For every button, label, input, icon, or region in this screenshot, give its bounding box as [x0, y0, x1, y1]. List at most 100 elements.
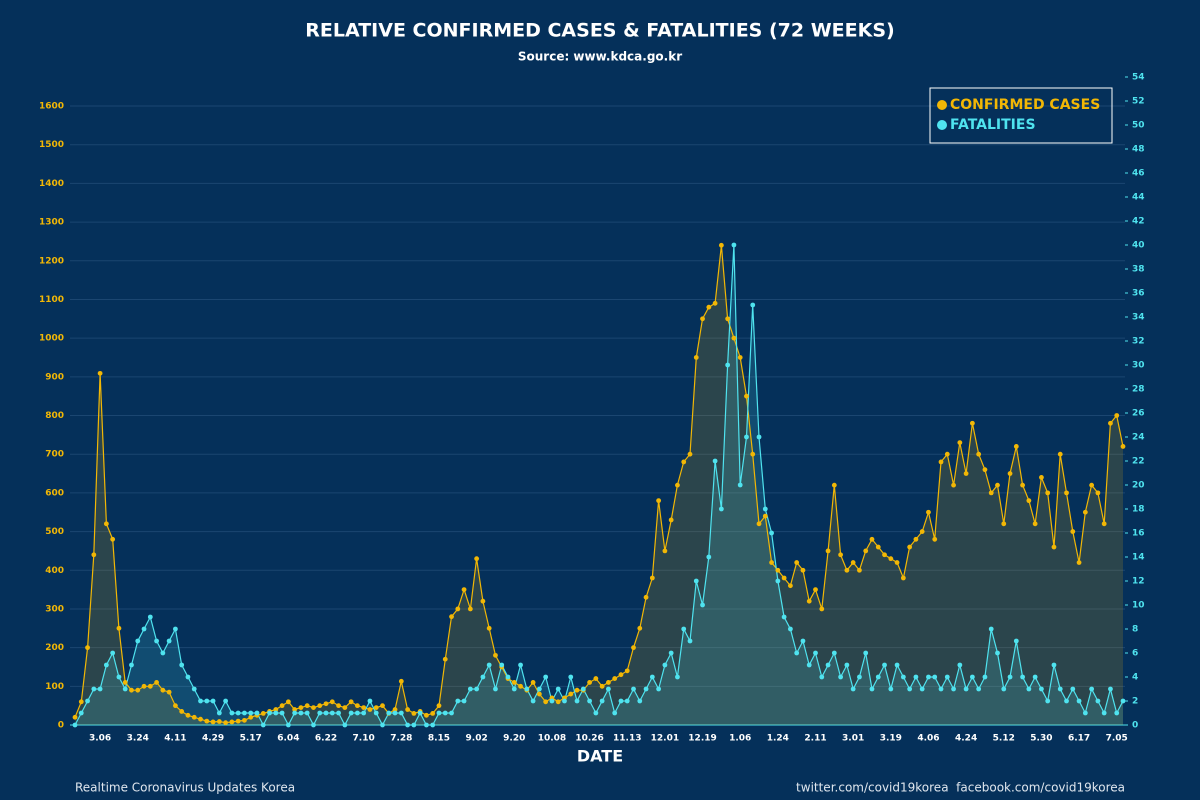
y2-tick-label: 52: [1132, 97, 1145, 107]
data-point: [480, 598, 486, 604]
data-point: [336, 703, 341, 709]
data-point: [179, 709, 185, 714]
x-tick-label: 10.26: [575, 734, 603, 744]
data-point: [731, 242, 737, 248]
data-point: [769, 560, 774, 565]
data-point: [235, 718, 241, 724]
data-point: [147, 683, 153, 689]
data-point: [888, 556, 894, 562]
data-point: [216, 710, 222, 716]
data-point: [405, 722, 410, 728]
data-point: [624, 668, 630, 674]
data-point: [260, 710, 266, 716]
data-point: [216, 719, 222, 724]
data-point: [631, 645, 636, 651]
data-point: [273, 707, 279, 712]
data-point: [304, 710, 310, 716]
data-point: [474, 556, 480, 562]
data-point: [744, 434, 749, 440]
y2-tick-label: 50: [1132, 121, 1145, 131]
data-point: [882, 662, 887, 668]
data-point: [568, 691, 574, 697]
data-point: [436, 710, 442, 716]
data-point: [675, 674, 680, 680]
data-point: [442, 656, 448, 662]
data-point: [838, 552, 844, 558]
data-point: [1039, 686, 1044, 692]
data-point: [1001, 521, 1007, 527]
x-tick-label: 6.17: [1068, 734, 1090, 744]
data-point: [311, 705, 316, 710]
data-point: [85, 645, 90, 651]
data-point: [775, 567, 781, 573]
data-point: [1120, 444, 1126, 449]
data-point: [926, 509, 931, 515]
data-point: [649, 575, 655, 581]
y2-tick-label: 2: [1132, 697, 1138, 707]
data-point: [769, 530, 774, 536]
data-point: [254, 710, 260, 716]
data-point: [938, 459, 944, 465]
data-point: [1095, 490, 1101, 496]
data-point: [467, 606, 473, 612]
data-point: [1108, 686, 1113, 692]
data-point: [129, 687, 134, 693]
data-point: [386, 710, 392, 716]
y-tick-label: 600: [45, 488, 64, 498]
y-tick-label: 1300: [39, 218, 64, 228]
y2-tick-label: 16: [1132, 529, 1145, 539]
data-point: [593, 710, 599, 716]
y2-tick-label: 46: [1132, 169, 1145, 179]
data-point: [706, 304, 712, 310]
x-tick-label: 3.06: [89, 734, 111, 744]
x-tick-label: 4.11: [164, 734, 186, 744]
chart-subtitle: Source: www.kdca.go.kr: [518, 50, 682, 64]
data-point: [643, 686, 649, 692]
data-point: [700, 316, 705, 322]
data-point: [593, 676, 599, 681]
y-tick-label: 1600: [39, 102, 64, 112]
data-point: [467, 686, 473, 692]
data-point: [1076, 698, 1082, 704]
data-point: [505, 674, 511, 680]
data-point: [819, 674, 825, 680]
legend-label: FATALITIES: [950, 117, 1036, 133]
data-point: [875, 674, 881, 680]
data-point: [493, 686, 498, 692]
data-point: [869, 536, 875, 542]
data-point: [919, 529, 925, 534]
data-point: [718, 242, 724, 248]
data-point: [618, 672, 624, 678]
data-point: [794, 560, 800, 565]
data-point: [800, 567, 806, 573]
data-point: [1108, 420, 1113, 426]
data-point: [1076, 560, 1082, 565]
data-point: [367, 698, 373, 704]
data-point: [361, 710, 367, 716]
data-point: [210, 719, 216, 725]
data-point: [1114, 710, 1120, 716]
data-point: [461, 587, 467, 592]
x-tick-label: 1.06: [729, 734, 751, 744]
data-point: [863, 650, 869, 656]
y-tick-label: 1100: [39, 295, 64, 305]
data-point: [599, 698, 605, 704]
data-point: [587, 680, 592, 685]
data-point: [1032, 521, 1038, 527]
data-point: [606, 686, 611, 692]
data-point: [938, 686, 944, 692]
data-point: [913, 674, 919, 680]
data-point: [982, 674, 988, 680]
data-point: [398, 710, 404, 716]
data-point: [963, 471, 969, 476]
data-point: [398, 678, 404, 684]
data-point: [154, 680, 159, 685]
data-point: [744, 393, 749, 399]
y2-tick-label: 6: [1132, 649, 1138, 659]
data-point: [455, 606, 461, 612]
data-point: [932, 536, 938, 542]
y-tick-label: 1500: [39, 140, 64, 150]
data-point: [781, 575, 787, 581]
x-tick-label: 11.13: [613, 734, 641, 744]
data-point: [499, 662, 505, 668]
